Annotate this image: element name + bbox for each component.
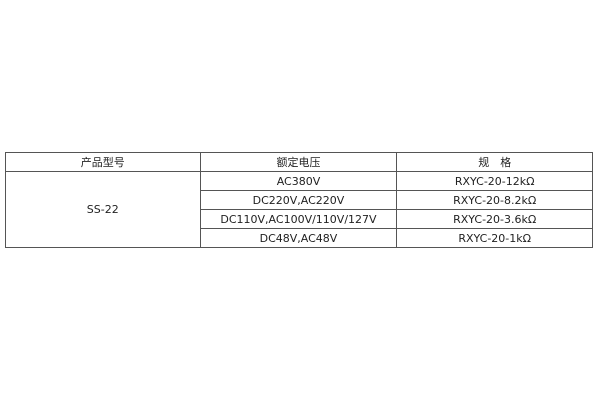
voltage-cell: DC48V,AC48V	[199, 228, 398, 248]
spec-cell: RXYC-20-1kΩ	[396, 228, 593, 248]
table-row: SS-22 AC380V RXYC-20-12kΩ	[5, 171, 593, 248]
header-voltage: 额定电压	[199, 152, 398, 172]
header-model: 产品型号	[5, 152, 201, 172]
voltage-cell: DC220V,AC220V	[199, 190, 398, 210]
model-cell: SS-22	[5, 171, 201, 248]
spec-cell: RXYC-20-12kΩ	[396, 171, 593, 191]
voltage-cell: AC380V	[199, 171, 398, 191]
table-row: DC48V,AC48V RXYC-20-1kΩ	[6, 228, 593, 248]
spec-table: 产品型号 额定电压 规 格 SS-22 AC380V RXYC-20-12kΩ …	[5, 152, 593, 248]
voltage-cell: DC110V,AC100V/110V/127V	[199, 209, 398, 229]
spec-cell: RXYC-20-3.6kΩ	[396, 209, 593, 229]
spec-cell: RXYC-20-8.2kΩ	[396, 190, 593, 210]
header-spec: 规 格	[396, 152, 593, 172]
header-row: 产品型号 额定电压 规 格	[5, 152, 593, 172]
